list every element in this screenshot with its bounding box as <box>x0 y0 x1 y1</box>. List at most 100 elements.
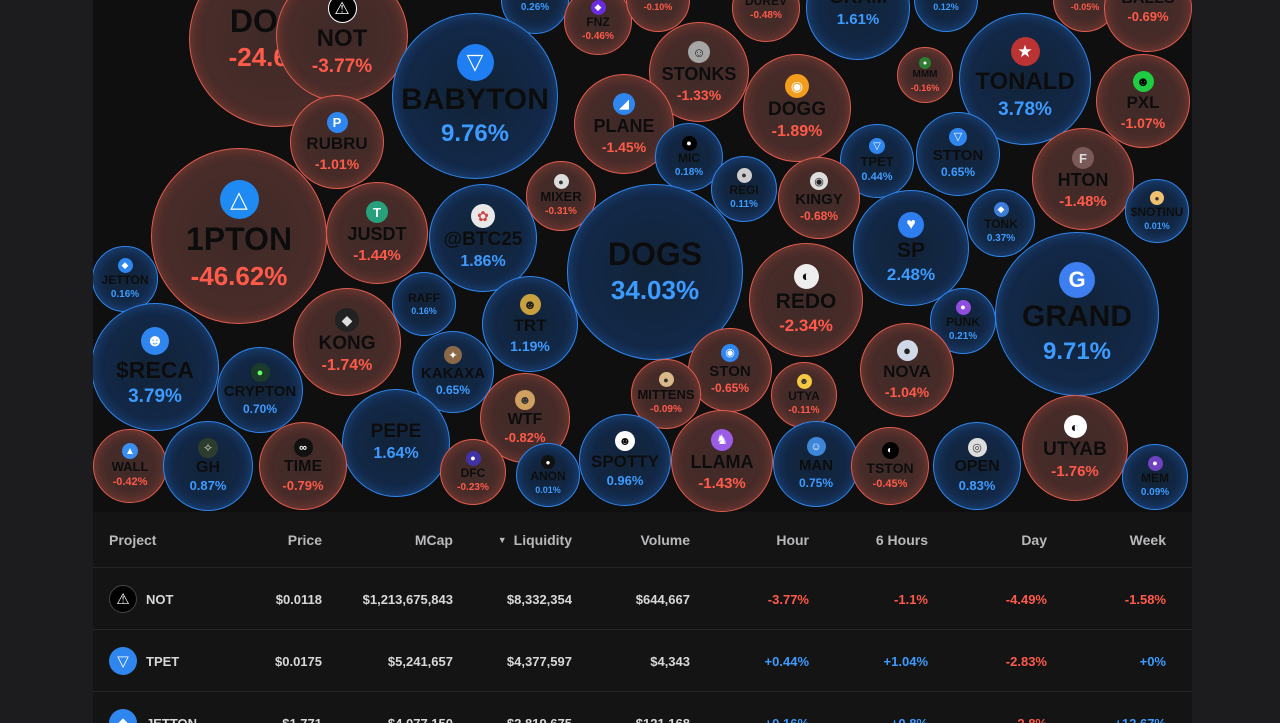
bubble-utya[interactable]: ☻ UTYA -0.11% <box>771 362 837 428</box>
table-header: Project Price MCap ▼ Liquidity Volume Hou… <box>93 512 1192 568</box>
bubble-mmm[interactable]: ● MMM -0.16% <box>897 47 953 103</box>
bubble-symbol: UTYA <box>788 388 820 403</box>
bubble-shit[interactable]: SHIT0.12% <box>914 0 978 32</box>
bubble-redo[interactable]: ◐ REDO -2.34% <box>749 243 863 357</box>
kong-logo-icon: ◆ <box>335 308 359 333</box>
bubble-kingy[interactable]: ◉ KINGY -0.68% <box>778 157 860 239</box>
bubble-kakaxa[interactable]: ✦ KAKAXA 0.65% <box>412 331 494 413</box>
bubble-dogg[interactable]: ◉ DOGG -1.89% <box>743 54 851 162</box>
bubble-change: -1.48% <box>1059 193 1107 211</box>
trt-logo-icon: ☻ <box>519 294 541 316</box>
bubble-change: 34.03% <box>610 275 700 306</box>
table-row[interactable]: ◆ JETTON $1.771 $4,077,150 $2,819,675 $121,16… <box>93 692 1192 723</box>
bubble-open[interactable]: ◎ OPEN 0.83% <box>933 422 1021 510</box>
bubble-btc25[interactable]: ✿ @BTC25 1.86% <box>429 184 537 292</box>
bubble-change: -0.48% <box>750 9 782 21</box>
utya-logo-icon: ☻ <box>796 373 812 389</box>
bubble-symbol: WTF <box>507 410 543 428</box>
bubble-pepe[interactable]: PEPE 1.64% <box>342 389 450 497</box>
bubble-change: 0.16% <box>110 288 140 300</box>
cell-price: $0.0118 <box>275 592 322 607</box>
bubble-symbol: @BTC25 <box>443 229 523 251</box>
bubble-symbol: NOVA <box>883 362 931 382</box>
bubble-hton[interactable]: F HTON -1.48% <box>1032 128 1134 230</box>
bubble-reca[interactable]: ☻ $RECA 3.79% <box>93 303 219 431</box>
plane-logo-icon: ◢ <box>613 93 635 115</box>
bubble-symbol: UTYAB <box>1043 439 1107 461</box>
bubble-change: 0.09% <box>1140 486 1170 498</box>
rubru-logo-icon: P <box>326 112 348 134</box>
bubble-change: -0.11% <box>788 404 820 416</box>
bubble-ston[interactable]: ◉ STON -0.65% <box>688 328 772 412</box>
bubble-sp[interactable]: ♥ SP 2.48% <box>853 190 969 306</box>
bubble-fnz[interactable]: ◆ FNZ -0.46% <box>564 0 632 55</box>
bubble-rubru[interactable]: P RUBRU -1.01% <box>290 95 384 189</box>
bubble-symbol: KONG <box>318 333 376 355</box>
cell-liquidity: $8,332,354 <box>506 592 572 607</box>
table-row[interactable]: ⚠ NOT $0.0118 $1,213,675,843 $8,332,354 $644,… <box>93 568 1192 630</box>
man-logo-icon: ☺ <box>806 437 826 457</box>
bubble-babyton[interactable]: ▽ BABYTON 9.76% <box>392 13 558 179</box>
tston-logo-icon: ◐ <box>881 441 899 459</box>
bubble-anon[interactable]: ● ANON 0.01% <box>516 443 580 507</box>
projects-table: Project Price MCap ▼ Liquidity Volume Hou… <box>93 512 1192 723</box>
btc25-logo-icon: ✿ <box>471 204 495 229</box>
col-volume[interactable]: Volume <box>640 532 690 548</box>
sort-desc-icon: ▼ <box>497 535 507 545</box>
bubble-llama[interactable]: ♞ LLAMA -1.43% <box>671 410 773 512</box>
bubble-symbol: BALLS <box>1121 0 1174 7</box>
reca-logo-icon: ☻ <box>141 326 169 355</box>
bubble-tston[interactable]: ◐ TSTON -0.45% <box>851 427 929 505</box>
bubble-symbol: SPOTTY <box>590 452 659 472</box>
col-six-hours[interactable]: 6 Hours <box>875 532 928 548</box>
bubble-dfc[interactable]: ● DFC -0.23% <box>440 439 506 505</box>
bubble-gram[interactable]: GRAM 1.61% <box>806 0 910 60</box>
bubble-stton[interactable]: ▽ STTON 0.65% <box>916 112 1000 196</box>
col-project[interactable]: Project <box>109 532 157 548</box>
bubble-1pton[interactable]: △ 1PTON -46.62% <box>151 148 327 324</box>
bubble-symbol: CRYPTON <box>223 383 297 401</box>
bubble-notinu[interactable]: ● $NOTINU 0.01% <box>1125 179 1189 243</box>
bubble-spotty[interactable]: ☻ SPOTTY 0.96% <box>579 414 671 506</box>
bubble-wall[interactable]: ▲ WALL -0.42% <box>93 429 167 503</box>
col-hour[interactable]: Hour <box>776 532 809 548</box>
cell-mcap: $1,213,675,843 <box>362 592 453 607</box>
bubble-symbol: KAKAXA <box>420 365 486 383</box>
col-mcap[interactable]: MCap <box>414 532 453 548</box>
bubble-change: 0.70% <box>242 401 278 416</box>
bubble-change: 0.65% <box>940 165 976 180</box>
bubble-crypton[interactable]: ● CRYPTON 0.70% <box>217 347 303 433</box>
col-day[interactable]: Day <box>1021 532 1047 548</box>
table-row[interactable]: ▽ TPET $0.0175 $5,241,657 $4,377,597 $4,343 +0… <box>93 630 1192 692</box>
bubble-grand[interactable]: G GRAND 9.71% <box>995 232 1159 396</box>
bubble-durev[interactable]: DUREV -0.48% <box>732 0 800 42</box>
col-price[interactable]: Price <box>287 532 322 548</box>
bubble-symbol: MIC <box>678 150 700 165</box>
bubble-mem[interactable]: ● MEM 0.09% <box>1122 444 1188 510</box>
bubble-mittens[interactable]: ● MITTENS -0.09% <box>631 359 701 429</box>
bubble-jusdt[interactable]: T JUSDT -1.44% <box>326 182 428 284</box>
bubble-regi[interactable]: ● REGI 0.11% <box>711 156 777 222</box>
bubble-kong[interactable]: ◆ KONG -1.74% <box>293 288 401 396</box>
col-week[interactable]: Week <box>1129 532 1166 548</box>
bubble-change: 3.78% <box>998 98 1052 120</box>
bubble-gh[interactable]: ✧ GH 0.87% <box>163 421 253 511</box>
bubble-balls[interactable]: BALLS -0.69% <box>1104 0 1192 52</box>
bubble-change: 0.01% <box>1144 220 1170 231</box>
bubble-symbol: GH <box>196 458 220 476</box>
bubble-change: -0.16% <box>910 82 940 93</box>
bubble-man[interactable]: ☺ MAN 0.75% <box>773 421 859 507</box>
sp-logo-icon: ♥ <box>898 211 924 238</box>
bubble-symbol: NOT <box>316 25 368 53</box>
bubble-time[interactable]: ∞ TIME -0.79% <box>259 422 347 510</box>
bubble-pxl[interactable]: ☻ PXL -1.07% <box>1096 54 1190 148</box>
bubble-raff[interactable]: RAFF 0.16% <box>392 272 456 336</box>
col-liquidity[interactable]: ▼ Liquidity <box>498 532 572 548</box>
jusdt-logo-icon: T <box>366 201 388 224</box>
bubble-tonk[interactable]: ◆ TONK 0.37% <box>967 189 1035 257</box>
cell-liquidity: $4,377,597 <box>506 654 572 669</box>
bubble-jetton[interactable]: ◆ JETTON 0.16% <box>93 246 158 312</box>
bubble-utyab[interactable]: ◐ UTYAB -1.76% <box>1022 395 1128 501</box>
bubble-nova[interactable]: ● NOVA -1.04% <box>860 323 954 417</box>
bubble-trt[interactable]: ☻ TRT 1.19% <box>482 276 578 372</box>
